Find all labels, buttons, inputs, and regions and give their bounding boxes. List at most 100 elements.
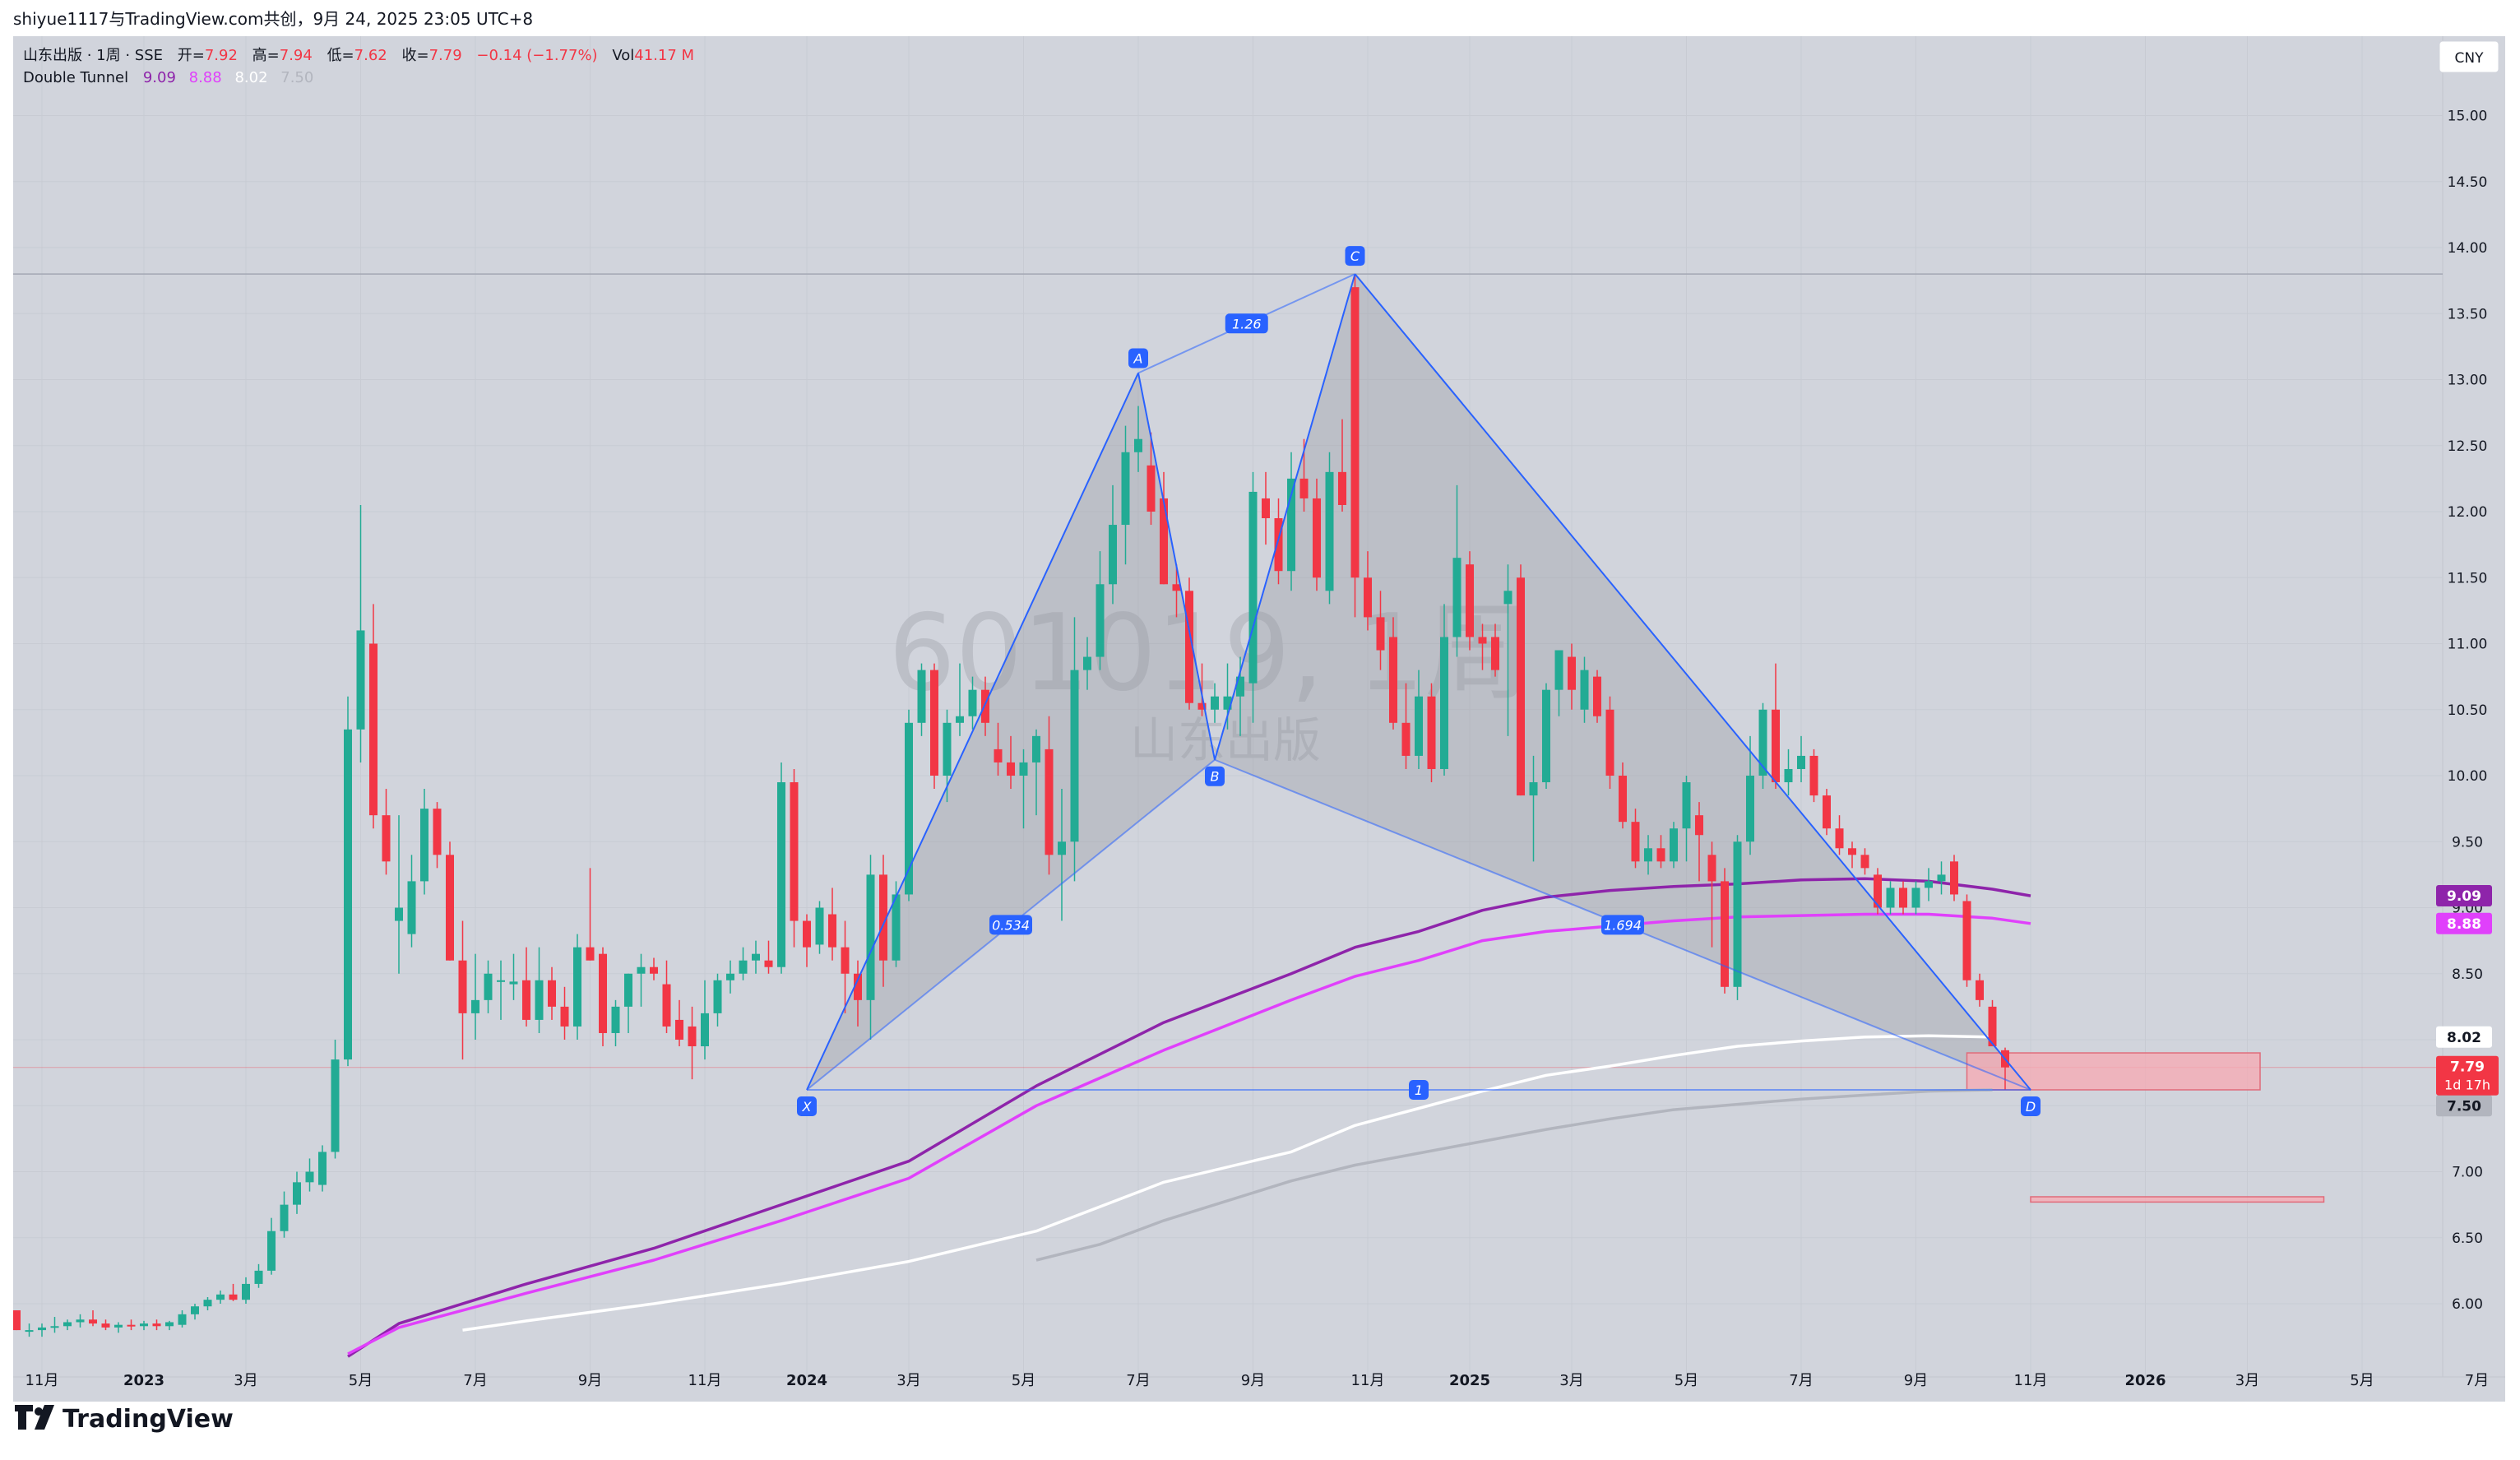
- candle-down: [1350, 287, 1360, 578]
- candle-down: [1389, 637, 1397, 723]
- candle-down: [1338, 471, 1346, 505]
- price-tag-tunnel-1-bg: [2436, 885, 2492, 907]
- target-zone-main: [1966, 1052, 2261, 1091]
- candle-up: [611, 1006, 620, 1033]
- legend-close-value: 7.79: [429, 47, 462, 64]
- candle-up: [1644, 848, 1652, 862]
- candle-down: [229, 1294, 238, 1300]
- candle-down: [1707, 855, 1716, 882]
- candle-up: [305, 1171, 314, 1183]
- candle-down: [879, 874, 887, 961]
- pattern-ratio-xd-bg: [1409, 1079, 1429, 1100]
- candle-down: [1568, 656, 1576, 690]
- time-tick-label: 5月: [1675, 1372, 1698, 1389]
- pattern-point-a: A: [1128, 348, 1148, 368]
- candle-up: [535, 980, 544, 1020]
- pattern-point-b-bg: [1205, 766, 1225, 786]
- candle-up: [866, 874, 875, 1000]
- candle-up: [1758, 709, 1767, 776]
- price-tick-label: 6.50: [2452, 1231, 2483, 1247]
- time-axis-background[interactable]: [13, 1377, 2505, 1402]
- pattern-ratio-xb: 0.534: [989, 915, 1032, 935]
- candle-down: [1835, 828, 1844, 849]
- legend-line-2: Double Tunnel 9.09 8.88 8.02 7.50: [23, 69, 313, 86]
- price-axis-background[interactable]: [2443, 36, 2505, 1377]
- pattern-ratio-xd-text: 1: [1415, 1082, 1423, 1098]
- candle-down: [803, 920, 811, 948]
- candle-down: [828, 914, 836, 948]
- candle-down: [650, 966, 658, 974]
- grid: [13, 36, 2443, 1377]
- price-tick-label: 11.00: [2448, 637, 2488, 653]
- currency-button[interactable]: CNY: [2439, 40, 2499, 73]
- candle-down: [1478, 637, 1487, 644]
- candle-up: [1070, 670, 1079, 842]
- pattern-point-a-text: A: [1133, 350, 1143, 366]
- watermark: 601019, 1周 山东出版: [888, 592, 1529, 768]
- candle-down: [675, 1019, 683, 1040]
- pattern-ratio-xb-text: 0.534: [992, 917, 1030, 933]
- candle-up: [1032, 735, 1040, 762]
- candle-down: [1364, 577, 1372, 618]
- legend-open-value: 7.92: [205, 47, 238, 64]
- time-tick-label: 3月: [1559, 1372, 1583, 1389]
- time-tick-label: 9月: [578, 1372, 602, 1389]
- candle-down: [1860, 855, 1869, 869]
- price-tick-label: 11.50: [2448, 570, 2488, 586]
- candle-down: [1262, 498, 1270, 519]
- candle-down: [560, 1006, 569, 1027]
- candle-down: [1823, 795, 1831, 829]
- candle-up: [777, 782, 785, 967]
- indicator-value-3: 8.02: [234, 69, 267, 86]
- candle-up: [968, 689, 977, 716]
- candle-up: [1886, 888, 1895, 908]
- pattern-ratio-xb-bg: [989, 915, 1032, 935]
- time-tick-label: 5月: [2350, 1372, 2374, 1389]
- candle-down: [1147, 465, 1156, 512]
- candle-down: [446, 855, 454, 961]
- harmonic-pattern-labels[interactable]: X A B C D 0.534 1.26 1.694 1: [797, 246, 2041, 1116]
- time-tick-label: 2026: [2124, 1372, 2166, 1389]
- legend-change: −0.14 (−1.77%): [476, 47, 597, 64]
- candle-down: [1950, 861, 1958, 895]
- candle-down: [981, 689, 989, 723]
- candle-down: [458, 960, 467, 1013]
- candle-down: [433, 809, 442, 855]
- candle-up: [1937, 874, 1946, 882]
- price-tick-label: 14.50: [2448, 174, 2488, 191]
- candle-up: [1096, 584, 1105, 657]
- candle-up: [917, 670, 926, 723]
- legend[interactable]: 山东出版 · 1周 · SSE 开=7.92 高=7.94 低=7.62 收=7…: [23, 47, 694, 86]
- candle-down: [1197, 702, 1207, 710]
- tunnel-line-4: [1035, 1088, 1993, 1262]
- price-tick-label: 12.00: [2448, 504, 2488, 521]
- legend-symbol: 山东出版 · 1周 · SSE: [23, 47, 163, 64]
- candle-up: [420, 809, 428, 882]
- candle-up: [293, 1182, 301, 1205]
- price-tick-label: 13.00: [2448, 373, 2488, 389]
- candle-up: [701, 1013, 709, 1047]
- pattern-point-c-bg: [1345, 246, 1365, 267]
- pattern-ratio-ac-bg: [1225, 313, 1268, 334]
- price-tick-label: 6.00: [2452, 1296, 2483, 1313]
- pattern-point-d: D: [2021, 1096, 2041, 1116]
- candle-down: [1593, 676, 1601, 716]
- price-tag-tunnel-4-text: 7.50: [2447, 1098, 2481, 1115]
- time-tick-label: 7月: [1789, 1372, 1813, 1389]
- candle-up: [318, 1152, 327, 1185]
- indicator-value-4: 7.50: [280, 69, 313, 86]
- candle-down: [13, 1310, 21, 1331]
- candle-up: [815, 907, 824, 945]
- candle-up: [1503, 591, 1512, 605]
- candle-up: [1287, 478, 1295, 572]
- candle-up: [1746, 776, 1754, 842]
- legend-high-value: 7.94: [280, 47, 313, 64]
- tradingview-logo[interactable]: TradingView: [15, 1405, 234, 1434]
- candle-down: [1313, 498, 1321, 578]
- time-tick-label: 11月: [688, 1372, 722, 1389]
- candle-up: [356, 630, 365, 730]
- candle-down: [1899, 888, 1907, 908]
- candle-down: [764, 960, 773, 967]
- time-tick-label: 3月: [896, 1372, 920, 1389]
